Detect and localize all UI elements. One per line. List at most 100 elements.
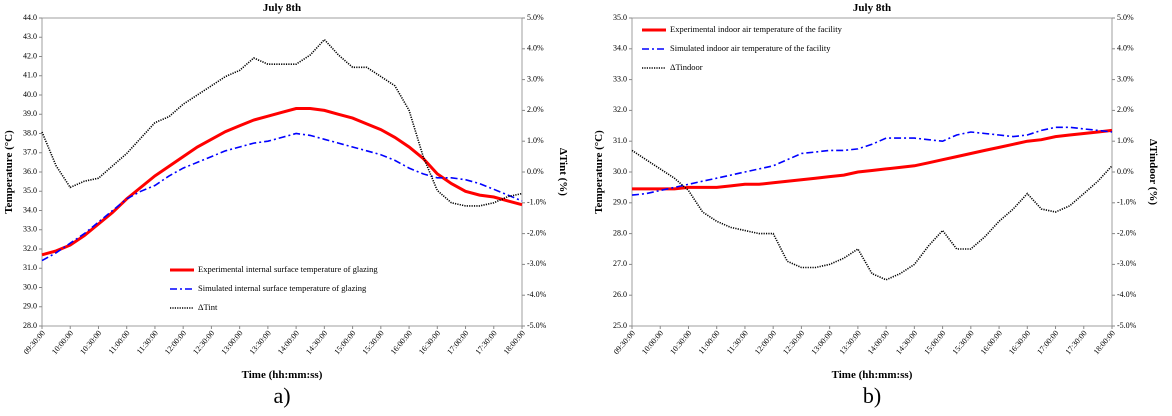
series-line xyxy=(41,107,523,257)
legend-label: Experimental internal surface temperatur… xyxy=(198,264,378,274)
x-tick-label: 18:00:00 xyxy=(1092,329,1117,357)
y2-tick-label: 5.0% xyxy=(527,13,544,22)
x-tick-label: 15:00:00 xyxy=(332,329,357,357)
x-axis-title: Time (hh:mm:ss) xyxy=(242,369,323,381)
y2-tick-label: 1.0% xyxy=(1117,136,1134,145)
y-axis-title: Temperature (°C) xyxy=(3,130,15,214)
x-tick-label: 14:30:00 xyxy=(894,329,919,357)
y-tick-label: 40.0 xyxy=(23,90,37,99)
y-tick-label: 33.0 xyxy=(23,225,37,234)
y-tick-label: 35.0 xyxy=(613,13,627,22)
y-tick-label: 29.0 xyxy=(613,198,627,207)
y-tick-label: 32.0 xyxy=(613,105,627,114)
x-tick-label: 12:30:00 xyxy=(191,329,216,357)
y-axis-title: Temperature (°C) xyxy=(593,130,605,214)
x-tick-label: 10:30:00 xyxy=(668,329,693,357)
x-tick-label: 17:30:00 xyxy=(474,329,499,357)
x-tick-label: 14:30:00 xyxy=(304,329,329,357)
legend-label: ΔTindoor xyxy=(670,62,703,72)
x-tick-label: 11:00:00 xyxy=(697,329,722,356)
y-tick-label: 34.0 xyxy=(23,205,37,214)
chart-title: July 8th xyxy=(263,2,301,14)
y2-tick-label: -1.0% xyxy=(1117,198,1137,207)
y2-tick-label: 2.0% xyxy=(527,105,544,114)
y-tick-label: 44.0 xyxy=(23,13,37,22)
y-tick-label: 37.0 xyxy=(23,148,37,157)
x-tick-label: 09:30:00 xyxy=(612,329,637,357)
y2-tick-label: 0.0% xyxy=(527,167,544,176)
x-tick-label: 16:00:00 xyxy=(389,329,414,357)
y-tick-label: 35.0 xyxy=(23,186,37,195)
y2-tick-label: -1.0% xyxy=(527,198,547,207)
y-tick-label: 30.0 xyxy=(613,167,627,176)
y-tick-label: 39.0 xyxy=(23,109,37,118)
y2-tick-label: 3.0% xyxy=(527,74,544,83)
x-tick-label: 13:00:00 xyxy=(219,329,244,357)
x-tick-label: 16:30:00 xyxy=(417,329,442,357)
legend-label: Simulated indoor air temperature of the … xyxy=(670,43,831,53)
panel-label: a) xyxy=(273,383,290,408)
y-tick-label: 43.0 xyxy=(23,32,37,41)
y2-tick-label: -3.0% xyxy=(1117,259,1137,268)
x-tick-label: 16:00:00 xyxy=(979,329,1004,357)
x-tick-label: 13:30:00 xyxy=(838,329,863,357)
y2-tick-label: -5.0% xyxy=(1117,321,1137,330)
x-tick-label: 17:30:00 xyxy=(1064,329,1089,357)
y2-tick-label: -2.0% xyxy=(527,228,547,237)
legend-label: ΔTint xyxy=(198,302,218,312)
panel-label: b) xyxy=(863,383,881,408)
x-tick-label: 10:30:00 xyxy=(78,329,103,357)
x-tick-label: 12:30:00 xyxy=(781,329,806,357)
x-tick-label: 15:30:00 xyxy=(361,329,386,357)
x-tick-label: 11:00:00 xyxy=(107,329,132,356)
series-line xyxy=(631,126,1113,196)
x-tick-label: 18:00:00 xyxy=(502,329,527,357)
x-tick-label: 15:30:00 xyxy=(951,329,976,357)
x-tick-label: 12:00:00 xyxy=(753,329,778,357)
y-tick-label: 38.0 xyxy=(23,128,37,137)
y2-tick-label: 2.0% xyxy=(1117,105,1134,114)
x-tick-label: 10:00:00 xyxy=(640,329,665,357)
y-tick-label: 31.0 xyxy=(23,263,37,272)
y2-tick-label: 4.0% xyxy=(1117,44,1134,53)
y2-tick-label: -4.0% xyxy=(1117,290,1137,299)
y2-tick-label: 5.0% xyxy=(1117,13,1134,22)
x-tick-label: 17:00:00 xyxy=(1035,329,1060,357)
y-tick-label: 42.0 xyxy=(23,51,37,60)
y-tick-label: 27.0 xyxy=(613,259,627,268)
y2-tick-label: -2.0% xyxy=(1117,228,1137,237)
x-tick-label: 15:00:00 xyxy=(922,329,947,357)
y-tick-label: 25.0 xyxy=(613,321,627,330)
x-tick-label: 11:30:00 xyxy=(135,329,160,356)
y2-tick-label: -5.0% xyxy=(527,321,547,330)
x-tick-label: 13:00:00 xyxy=(809,329,834,357)
y-tick-label: 31.0 xyxy=(613,136,627,145)
y-tick-label: 41.0 xyxy=(23,71,37,80)
y-tick-label: 32.0 xyxy=(23,244,37,253)
x-tick-label: 14:00:00 xyxy=(276,329,301,357)
series-line xyxy=(631,149,1113,281)
y2-tick-label: 4.0% xyxy=(527,44,544,53)
legend-label: Simulated internal surface temperature o… xyxy=(198,283,367,293)
x-tick-label: 16:30:00 xyxy=(1007,329,1032,357)
series-line xyxy=(41,38,523,207)
y-tick-label: 28.0 xyxy=(613,228,627,237)
y-tick-label: 34.0 xyxy=(613,44,627,53)
x-tick-label: 14:00:00 xyxy=(866,329,891,357)
x-tick-label: 12:00:00 xyxy=(163,329,188,357)
x-tick-label: 09:30:00 xyxy=(22,329,47,357)
y-tick-label: 28.0 xyxy=(23,321,37,330)
legend-label: Experimental indoor air temperature of t… xyxy=(670,24,843,34)
x-tick-label: 17:00:00 xyxy=(445,329,470,357)
y2-axis-title: ΔTint (%) xyxy=(557,148,569,196)
y-tick-label: 26.0 xyxy=(613,290,627,299)
y2-axis-title: ΔTindoor (%) xyxy=(1147,139,1159,205)
y-tick-label: 30.0 xyxy=(23,282,37,291)
y2-tick-label: 1.0% xyxy=(527,136,544,145)
x-tick-label: 13:30:00 xyxy=(248,329,273,357)
y-tick-label: 36.0 xyxy=(23,167,37,176)
series-line xyxy=(632,128,1113,191)
y2-tick-label: -4.0% xyxy=(527,290,547,299)
series-line xyxy=(41,132,523,262)
